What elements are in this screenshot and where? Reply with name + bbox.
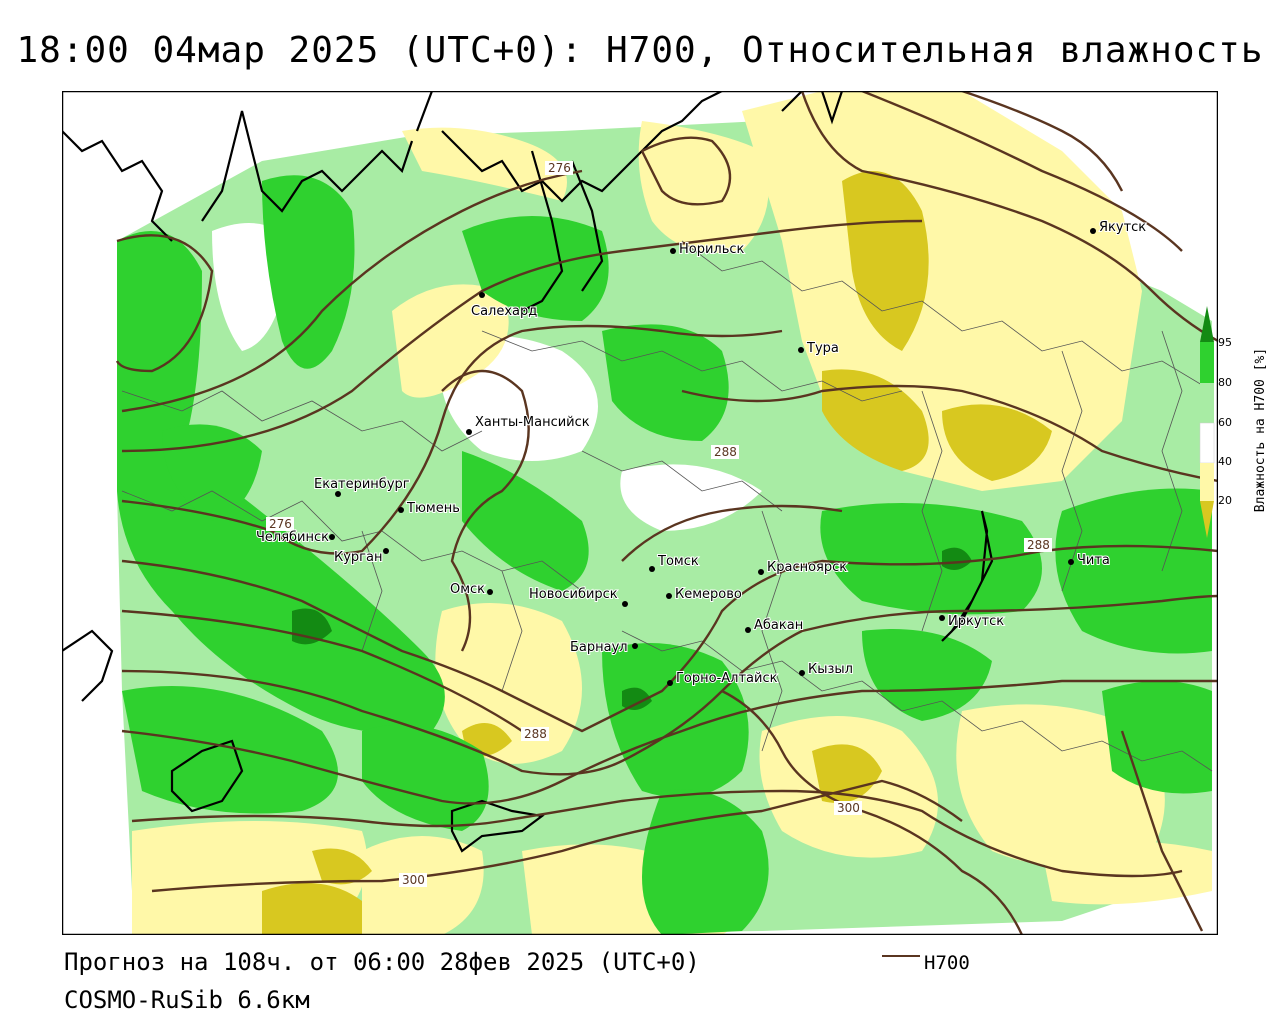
city-label-salekhard: Салехард	[471, 304, 537, 319]
colorbar-segment-60-80	[1200, 383, 1214, 423]
city-label-barnaul: Барнаул	[570, 640, 628, 655]
map-frame	[62, 91, 1218, 935]
colorbar-tick: 95	[1218, 336, 1232, 349]
cities: Якутск Норильск Салехард Тура Ханты-Манс…	[255, 219, 1147, 687]
city-label-tura: Тура	[806, 341, 839, 356]
colorbar-label: Влажность на H700 [%]	[1253, 348, 1268, 512]
model-name: COSMO-RuSib 6.6км	[64, 986, 310, 1014]
city-label-chita: Чита	[1077, 553, 1110, 568]
city-label-abakan: Абакан	[754, 618, 803, 633]
admin-borders	[121, 240, 1213, 772]
city-marker	[335, 491, 341, 497]
city-marker	[1090, 228, 1096, 234]
isoline-label: 300	[402, 873, 425, 887]
colorbar-tick: 20	[1218, 494, 1232, 507]
city-marker	[632, 643, 638, 649]
city-label-chelyabinsk: Челябинск	[256, 530, 329, 545]
city-marker	[622, 601, 628, 607]
city-label-norilsk: Норильск	[679, 242, 745, 257]
city-label-kemerovo: Кемерово	[675, 587, 742, 602]
isoline-label-bg	[545, 161, 573, 175]
city-label-tomsk: Томск	[657, 554, 699, 569]
isoline-label-bg	[711, 445, 739, 459]
coastlines	[62, 91, 994, 853]
city-label-omsk: Омск	[450, 582, 485, 597]
city-label-novosibirsk: Новосибирск	[529, 587, 618, 602]
city-marker	[329, 534, 335, 540]
isoline-label-bg	[521, 727, 549, 741]
city-marker	[1068, 559, 1074, 565]
city-marker	[667, 680, 673, 686]
city-marker	[479, 292, 485, 298]
colorbar-segment-below-20	[1200, 501, 1214, 538]
city-label-kurgan: Курган	[334, 550, 382, 565]
city-marker	[398, 507, 404, 513]
colorbar-tick: 80	[1218, 376, 1232, 389]
isoline-label: 288	[524, 727, 547, 741]
city-label-gorno-altaysk: Горно-Алтайск	[676, 671, 778, 686]
colorbar-segment-above-95	[1200, 306, 1214, 342]
isoline-label-bg	[834, 801, 862, 815]
city-label-yakutsk: Якутск	[1099, 220, 1146, 235]
city-label-khanty-mansiysk: Ханты-Мансийск	[475, 415, 590, 430]
isoline-label: 300	[837, 801, 860, 815]
city-marker	[666, 593, 672, 599]
colorbar-tick: 60	[1218, 416, 1232, 429]
map-title: 18:00 04мар 2025 (UTC+0): H700, Относите…	[16, 30, 1264, 71]
city-marker	[670, 248, 676, 254]
city-label-tyumen: Тюмень	[406, 501, 460, 516]
colorbar-segment-40-60	[1199, 422, 1215, 464]
contour-legend-line	[882, 955, 920, 957]
city-marker	[487, 589, 493, 595]
city-marker	[383, 548, 389, 554]
contour-legend-label: H700	[924, 952, 970, 974]
city-marker	[939, 615, 945, 621]
humidity-colorbar: 95 80 60 40 20 Влажность на H700 [%]	[1199, 306, 1268, 538]
isoline-label: 276	[269, 517, 292, 531]
isoline-label-bg	[1024, 538, 1052, 552]
humidity-fields	[62, 91, 1218, 935]
city-label-ekaterinburg: Екатеринбург	[314, 477, 410, 492]
city-label-krasnoyarsk: Красноярск	[767, 560, 847, 575]
city-marker	[799, 670, 805, 676]
isoline-label-bg	[399, 873, 427, 887]
city-marker	[745, 627, 751, 633]
forecast-info: Прогноз на 108ч. от 06:00 28фев 2025 (UT…	[64, 948, 700, 976]
city-label-irkutsk: Иркутск	[948, 614, 1004, 629]
colorbar-tick: 40	[1218, 455, 1232, 468]
colorbar-segment-20-40	[1200, 463, 1214, 501]
city-marker	[649, 566, 655, 572]
h700-isolines	[115, 91, 1218, 935]
isoline-label: 276	[548, 161, 571, 175]
humidity-map: 276 276 288 288 288 300 300 Якутск Норил…	[62, 91, 1218, 935]
city-marker	[758, 569, 764, 575]
city-marker	[466, 429, 472, 435]
colorbar-segment-80-95	[1200, 342, 1214, 383]
isoline-label-bg	[266, 517, 294, 531]
isoline-label: 288	[714, 445, 737, 459]
isoline-labels: 276 276 288 288 288 300 300	[266, 161, 1052, 887]
city-marker	[798, 347, 804, 353]
isoline-label: 288	[1027, 538, 1050, 552]
city-label-kyzyl: Кызыл	[808, 662, 853, 677]
